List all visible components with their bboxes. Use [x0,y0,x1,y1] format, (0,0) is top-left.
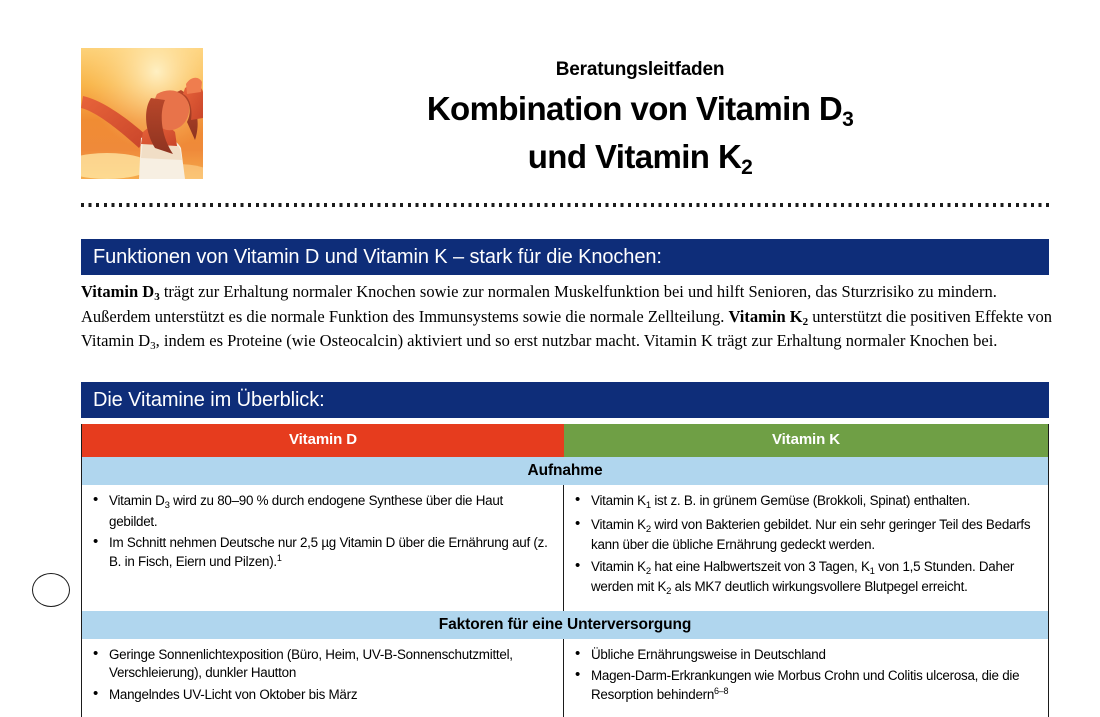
table-cell-d-faktoren: Geringe Sonnenlichtexposition (Büro, Hei… [82,639,564,717]
list-item: Magen-Darm-Erkrankungen wie Morbus Crohn… [572,667,1038,705]
list-item: Vitamin K1 ist z. B. in grünem Gemüse (B… [572,492,1038,513]
list-item: Vitamin K2 hat eine Halbwertszeit von 3 … [572,558,1038,599]
table-cell-d-aufnahme: Vitamin D3 wird zu 80–90 % durch endogen… [82,485,564,611]
table-column-header-row: Vitamin D Vitamin K [82,424,1048,457]
intro-lead-vitamin-d: Vitamin D3 [81,282,160,301]
subscript: 2 [646,524,651,535]
column-header-vitamin-d: Vitamin D [82,424,564,457]
page-title-line-2: und Vitamin K2 [231,135,1049,183]
intro-lead-vitamin-k: Vitamin K2 [729,307,809,326]
intro-sub-3: 3 [150,340,156,352]
document-header: Beratungsleitfaden Kombination von Vitam… [81,48,1049,184]
bullet-list-d-faktoren: Geringe Sonnenlichtexposition (Büro, Hei… [90,646,553,705]
kicker-text: Beratungsleitfaden [231,59,1049,81]
table-cell-k-aufnahme: Vitamin K1 ist z. B. in grünem Gemüse (B… [564,485,1048,611]
section-header-ueberblick: Die Vitamine im Überblick: [81,382,1049,418]
page-title: Kombination von Vitamin D3 und Vitamin K… [231,87,1049,183]
bullet-list-k-faktoren: Übliche Ernährungsweise in Deutschland Ma… [572,646,1038,706]
footnote-ref: 1 [277,553,282,563]
intro-paragraph: Vitamin D3 trägt zur Erhaltung normaler … [81,281,1053,355]
subscript: 3 [165,500,170,511]
table-cell-k-faktoren: Übliche Ernährungsweise in Deutschland Ma… [564,639,1048,717]
page-title-line-1: Kombination von Vitamin D3 [231,87,1049,135]
vitamin-comparison-table: Vitamin D Vitamin K Aufnahme Vitamin D3 … [81,424,1049,717]
page-title-line-1-text: Kombination von Vitamin D [427,90,842,127]
header-title-block: Beratungsleitfaden Kombination von Vitam… [231,48,1049,183]
subscript: 1 [646,500,651,511]
list-item: Mangelndes UV-Licht von Oktober bis März [90,686,553,705]
footnote-ref: 6–8 [714,686,728,696]
page-title-line-2-text: und Vitamin K [528,138,741,175]
subscript: 1 [870,566,875,577]
dotted-divider [81,203,1050,207]
list-item: Vitamin D3 wird zu 80–90 % durch endogen… [90,492,553,531]
document-page: Beratungsleitfaden Kombination von Vitam… [0,0,1100,698]
header-photo [81,48,203,179]
page-title-sub-3: 3 [842,108,853,131]
bullet-list-k-aufnahme: Vitamin K1 ist z. B. in grünem Gemüse (B… [572,492,1038,599]
column-header-vitamin-k: Vitamin K [564,424,1048,457]
page-title-sub-2: 2 [741,156,752,179]
table-row: Vitamin D3 wird zu 80–90 % durch endogen… [82,485,1048,611]
margin-ellipse-marker [32,573,70,607]
section-header-funktionen: Funktionen von Vitamin D und Vitamin K –… [81,239,1049,275]
intro-text-2b: , indem es Proteine (wie Osteocalcin) ak… [156,331,998,350]
table-row: Geringe Sonnenlichtexposition (Büro, Hei… [82,639,1048,717]
list-item: Vitamin K2 wird von Bakterien gebildet. … [572,516,1038,555]
subscript: 2 [666,586,671,597]
bullet-list-d-aufnahme: Vitamin D3 wird zu 80–90 % durch endogen… [90,492,553,572]
list-item: Übliche Ernährungsweise in Deutschland [572,646,1038,665]
subscript: 2 [646,566,651,577]
list-item: Geringe Sonnenlichtexposition (Büro, Hei… [90,646,553,683]
table-subheader-faktoren: Faktoren für eine Unterversorgung [82,611,1048,639]
table-subheader-aufnahme: Aufnahme [82,457,1048,485]
list-item: Im Schnitt nehmen Deutsche nur 2,5 µg Vi… [90,534,553,572]
